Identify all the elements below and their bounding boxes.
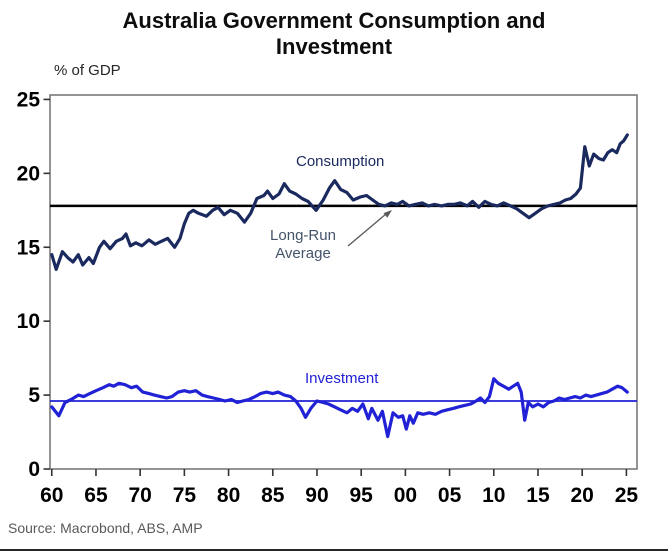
x-tick-label: 80 xyxy=(217,484,240,507)
source-attribution: Source: Macrobond, ABS, AMP xyxy=(8,520,203,536)
plot-frame xyxy=(49,94,638,470)
y-axis-ticks: 25 20 15 10 5 0 xyxy=(17,88,50,481)
x-tick-label: 85 xyxy=(261,484,285,507)
long-run-average-label-line1: Long-Run xyxy=(270,227,336,244)
x-tick-label: 25 xyxy=(615,484,639,507)
long-run-average-arrow-line xyxy=(347,213,387,247)
long-run-average-label-line2: Average xyxy=(275,245,331,262)
x-axis-ticks: 60 65 70 75 80 85 90 95 00 05 10 15 20 25 xyxy=(40,469,638,507)
investment-series-line xyxy=(50,377,629,439)
y-tick-label: 5 xyxy=(28,384,40,407)
x-tick-label: 60 xyxy=(40,484,63,507)
consumption-series-line xyxy=(50,133,629,271)
investment-series-label: Investment xyxy=(305,370,379,387)
y-tick-label: 15 xyxy=(17,236,41,259)
x-tick-label: 10 xyxy=(482,484,505,507)
x-tick-label: 90 xyxy=(305,484,328,507)
y-axis-unit-label: % of GDP xyxy=(54,62,121,79)
y-tick-label: 0 xyxy=(28,458,40,481)
consumption-series-label: Consumption xyxy=(296,153,384,170)
x-tick-label: 05 xyxy=(438,484,462,507)
long-run-average-arrowhead-icon xyxy=(383,210,392,218)
x-tick-label: 70 xyxy=(128,484,151,507)
x-tick-label: 75 xyxy=(173,484,197,507)
x-tick-label: 95 xyxy=(350,484,374,507)
bottom-divider xyxy=(0,549,668,551)
y-tick-label: 20 xyxy=(17,162,40,185)
x-tick-label: 00 xyxy=(394,484,417,507)
chart-title: Australia Government Consumption and Inv… xyxy=(122,8,546,59)
y-tick-label: 25 xyxy=(17,88,41,111)
x-tick-label: 65 xyxy=(84,484,108,507)
x-tick-label: 15 xyxy=(526,484,550,507)
y-tick-label: 10 xyxy=(17,310,40,333)
x-tick-label: 20 xyxy=(571,484,594,507)
